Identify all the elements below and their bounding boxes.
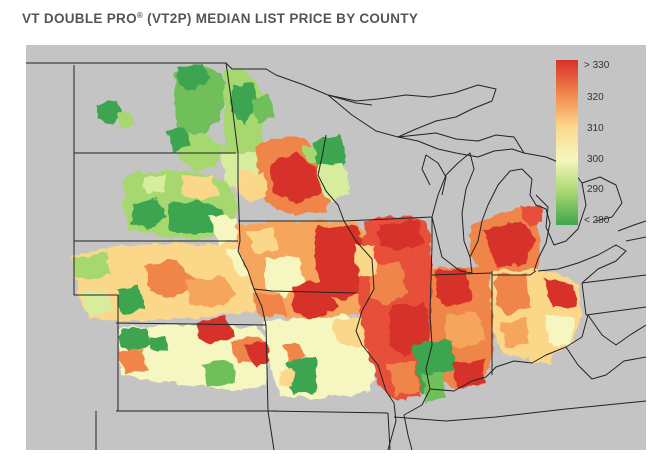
border-west	[73, 65, 119, 411]
legend-label-300: 300	[587, 154, 604, 165]
region-minnesota	[222, 71, 332, 215]
border-mississippi	[343, 220, 397, 450]
region-indiana	[422, 267, 494, 401]
registered-mark: ®	[136, 11, 144, 20]
lake-superior	[327, 84, 497, 138]
chart-title: VT DOUBLE PRO® (VT2P) MEDIAN LIST PRICE …	[22, 11, 418, 26]
border-il-south	[403, 414, 413, 450]
border-ohio-river	[429, 314, 589, 392]
region-ohio	[490, 269, 582, 363]
wi-peninsula	[421, 154, 447, 196]
border-wv	[587, 314, 646, 346]
border-ar	[387, 412, 391, 450]
border-ok-tx	[95, 410, 275, 450]
border-ne-ks	[115, 322, 267, 326]
border-pa	[581, 274, 646, 316]
border-ky-tn	[393, 400, 646, 422]
legend-label-310: 310	[587, 123, 604, 134]
legend-label-320: 320	[587, 92, 604, 103]
border-ky-va	[565, 346, 646, 380]
lake-erie	[537, 244, 627, 284]
region-missouri	[262, 315, 378, 399]
region-south-dakota	[122, 169, 240, 245]
georgian-bay	[581, 176, 623, 222]
region-kansas	[118, 317, 278, 391]
border-oh-pa	[581, 282, 587, 316]
title-main: VT DOUBLE PRO	[22, 11, 137, 26]
border-mn-wi	[317, 134, 345, 222]
border-north	[26, 62, 373, 106]
region-north-dakota	[98, 63, 226, 171]
region-nebraska	[72, 243, 264, 321]
lake-ontario	[617, 220, 646, 242]
legend-label-280: < 280	[584, 215, 610, 226]
region-illinois	[354, 215, 438, 401]
legend: > 330 320 310 300 290 < 280	[556, 60, 610, 226]
legend-bar	[556, 60, 578, 225]
border-in-mi	[431, 272, 493, 276]
upper-peninsula	[397, 132, 525, 158]
region-iowa	[236, 221, 376, 317]
border-il-wi	[343, 216, 433, 222]
border-mn-west	[225, 62, 241, 252]
border-il-in	[403, 217, 433, 416]
border-mo-south	[267, 410, 389, 414]
price-map: > 330 320 310 300 290 < 280	[26, 45, 646, 450]
title-rest: (VT2P) MEDIAN LIST PRICE BY COUNTY	[143, 11, 419, 26]
region-michigan	[470, 205, 544, 275]
lake-michigan	[431, 152, 475, 274]
border-ia-mo	[253, 288, 357, 294]
border-mo-west	[237, 250, 269, 412]
legend-label-290: 290	[587, 184, 604, 195]
legend-label-330: > 330	[584, 60, 610, 71]
border-mi-oh	[492, 270, 537, 276]
lower-peninsula	[469, 168, 551, 272]
